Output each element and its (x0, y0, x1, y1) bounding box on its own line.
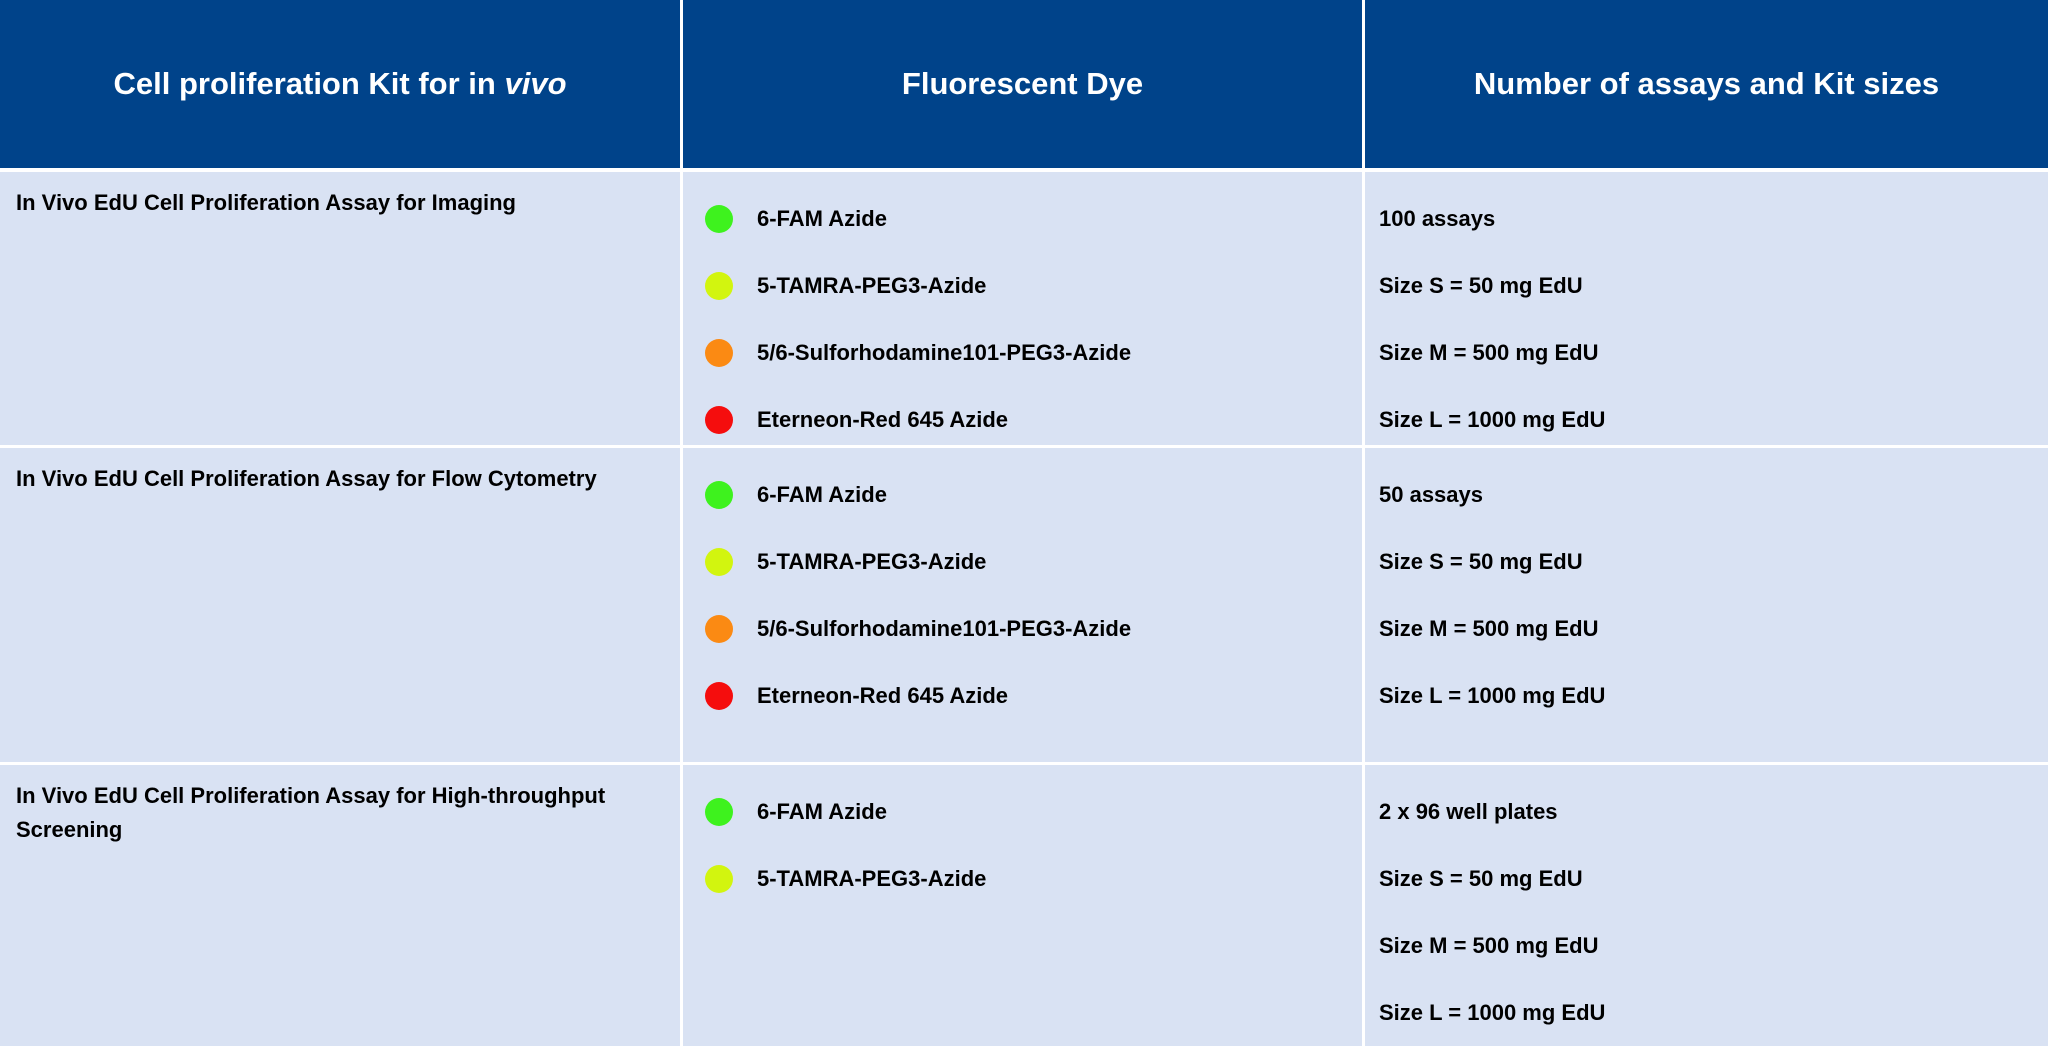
size-cell: 2 x 96 well plates Size S = 50 mg EdU Size… (1365, 765, 2048, 1046)
dye-item: 5/6-Sulforhodamine101-PEG3-Azide (705, 614, 1131, 644)
kit-size: Size S = 50 mg EdU (1379, 866, 1583, 891)
size-cell: 50 assays Size S = 50 mg EdU Size M = 500 … (1365, 448, 2048, 762)
size-cell: 100 assays Size S = 50 mg EdU Size M = 500… (1365, 172, 2048, 445)
column-header: Number of assays and Kit sizes (1365, 0, 2048, 168)
dye-item: 5/6-Sulforhodamine101-PEG3-Azide (705, 338, 1131, 368)
header-text: Cell proliferation Kit for in (113, 66, 496, 101)
dye-item: Eterneon-Red 645 Azide (705, 681, 1008, 711)
kit-cell: In Vivo EdU Cell Proliferation Assay for… (0, 172, 680, 445)
dye-dot (705, 615, 733, 643)
dye-item: 5-TAMRA-PEG3-Azide (705, 864, 986, 894)
kit-name: In Vivo EdU Cell Proliferation Assay for… (16, 466, 597, 491)
dye-dot (705, 865, 733, 893)
dye-name: 5-TAMRA-PEG3-Azide (757, 866, 987, 891)
dye-item: 6-FAM Azide (705, 797, 887, 827)
kit-size: Size M = 500 mg EdU (1379, 616, 1599, 641)
dye-cell: 6-FAM Azide 5-TAMRA-PEG3-Azide 5/6-Sulforh… (683, 172, 1362, 445)
dye-name: 6-FAM Azide (757, 482, 887, 507)
kit-size: Size L = 1000 mg EdU (1379, 683, 1606, 708)
dye-dot (705, 272, 733, 300)
kit-name: In Vivo EdU Cell Proliferation Assay for… (16, 783, 606, 842)
dye-cell: 6-FAM Azide 5-TAMRA-PEG3-Azide (683, 765, 1362, 1046)
dye-cell: 6-FAM Azide 5-TAMRA-PEG3-Azide 5/6-Sulforh… (683, 448, 1362, 762)
dye-name: Eterneon-Red 645 Azide (757, 683, 1009, 708)
dye-dot (705, 406, 733, 434)
dye-dot (705, 798, 733, 826)
dye-name: 6-FAM Azide (757, 206, 887, 231)
dye-item: 5-TAMRA-PEG3-Azide (705, 271, 986, 301)
dye-dot (705, 205, 733, 233)
dye-item: Eterneon-Red 645 Azide (705, 405, 1008, 435)
kit-size: Size L = 1000 mg EdU (1379, 1000, 1606, 1025)
dye-name: 5/6-Sulforhodamine101-PEG3-Azide (757, 616, 1132, 641)
dye-name: 5-TAMRA-PEG3-Azide (757, 549, 987, 574)
column-header: Cell proliferation Kit for in vivo (0, 0, 680, 168)
dye-item: 6-FAM Azide (705, 480, 887, 510)
column-header: Fluorescent Dye (683, 0, 1362, 168)
dye-dot (705, 548, 733, 576)
dye-name: 5-TAMRA-PEG3-Azide (757, 273, 987, 298)
kit-size: 2 x 96 well plates (1379, 799, 1558, 824)
kit-cell: In Vivo EdU Cell Proliferation Assay for… (0, 448, 680, 762)
header-emphasis: vivo (504, 66, 567, 101)
kit-size: Size S = 50 mg EdU (1379, 549, 1583, 574)
kit-cell: In Vivo EdU Cell Proliferation Assay for… (0, 765, 680, 1046)
kit-size: 100 assays (1379, 206, 1496, 231)
dye-name: Eterneon-Red 645 Azide (757, 407, 1009, 432)
header-text: Number of assays and Kit sizes (1473, 66, 1940, 101)
kit-size: Size L = 1000 mg EdU (1379, 407, 1606, 432)
dye-item: 6-FAM Azide (705, 204, 887, 234)
dye-name: 6-FAM Azide (757, 799, 887, 824)
dye-dot (705, 682, 733, 710)
header-text: Fluorescent Dye (901, 66, 1144, 101)
kit-size: Size M = 500 mg EdU (1379, 340, 1599, 365)
dye-name: 5/6-Sulforhodamine101-PEG3-Azide (757, 340, 1132, 365)
dye-item: 5-TAMRA-PEG3-Azide (705, 547, 986, 577)
dye-dot (705, 481, 733, 509)
kit-size: Size M = 500 mg EdU (1379, 933, 1599, 958)
kit-size: Size S = 50 mg EdU (1379, 273, 1583, 298)
kit-size: 50 assays (1379, 482, 1483, 507)
dye-dot (705, 339, 733, 367)
kit-name: In Vivo EdU Cell Proliferation Assay for… (16, 190, 516, 215)
